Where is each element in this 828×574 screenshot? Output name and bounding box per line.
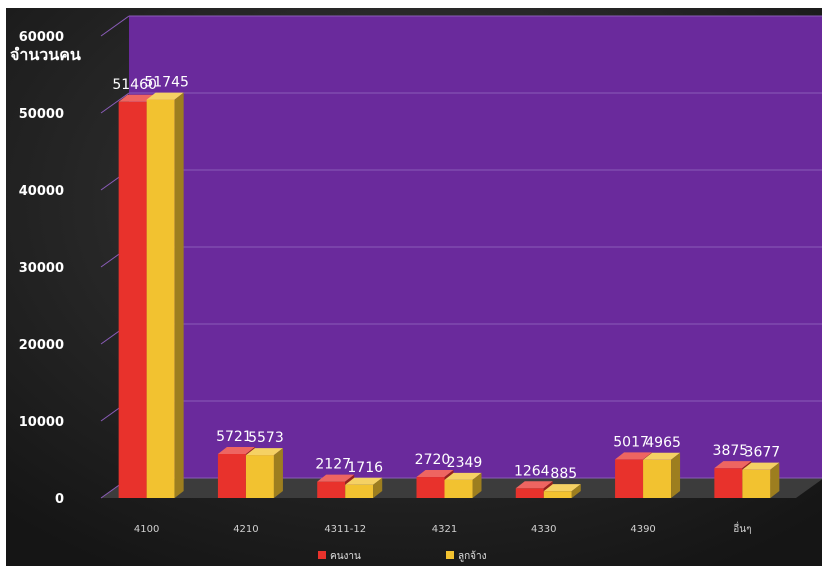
grid-lines [100,15,822,499]
x-tick-label: 4321 [432,524,457,535]
bar-employees [543,491,572,498]
bar-side [571,484,581,498]
y-tick-label: 50000 [19,107,64,122]
bar-workers [714,468,743,498]
y-tick-label: 0 [55,492,64,507]
data-label: 3677 [745,445,781,461]
grid-line-side [100,15,130,37]
bar-top [245,448,283,456]
bar-workers [317,481,346,498]
bar-side [770,462,780,498]
bar-top [643,452,681,460]
legend-label: คนงาน [330,551,361,562]
data-label: 51745 [144,75,189,91]
legend-swatch [318,551,326,559]
data-label: 1716 [347,460,383,476]
y-axis-title: จำนวนคน [10,45,81,64]
bar-side [373,477,383,498]
y-tick-label: 20000 [19,338,64,353]
data-label: 4965 [645,435,681,451]
bar-top [317,474,355,482]
bar-side [671,452,681,498]
legend-swatch [446,551,454,559]
bar-employees [146,99,175,498]
bar-top [714,461,752,469]
y-tick-label: 40000 [19,184,64,199]
legend: คนงาน ลูกจ้าง [318,550,487,562]
y-tick-label: 60000 [19,30,64,45]
data-label: 2127 [315,457,351,473]
bar-top [615,452,653,460]
data-label: 51460 [112,77,157,93]
bar-top [146,92,184,100]
data-label: 885 [550,466,577,482]
data-label: 5017 [613,434,649,450]
y-axis-ticks: 0 10000 20000 30000 40000 50000 60000 [19,30,64,507]
grid-line-side [100,92,130,114]
data-label: 1264 [514,463,550,479]
bar-top [515,481,553,489]
bar-workers [416,477,445,498]
bar-employees [444,479,473,498]
data-label: 5721 [216,429,252,445]
bar-workers [217,453,246,498]
bar-employees [643,459,672,498]
bar-employees [245,455,274,498]
bar-top [742,462,780,470]
data-label: 2720 [415,452,451,468]
bar-side [273,448,283,498]
bar-top [543,484,581,492]
bar-employees [345,484,374,498]
data-label: 3875 [713,443,749,459]
bar-top [416,470,454,478]
bar-side [472,472,482,498]
chart-frame: 0 10000 20000 30000 40000 50000 60000 51460 517… [6,8,822,566]
x-tick-label: 4210 [233,524,258,535]
y-tick-label: 30000 [19,261,64,276]
bar-top [217,446,255,454]
bar-workers [118,101,147,499]
x-axis-ticks: 4100 4210 4311-12 4321 4330 4390 อื่นๆ [134,521,752,535]
y-tick-label: 10000 [19,415,64,430]
data-label: 2349 [447,455,483,471]
x-tick-label: 4100 [134,524,159,535]
bar-side [174,92,184,498]
bar-chart: 0 10000 20000 30000 40000 50000 60000 51460517… [6,8,822,566]
x-tick-label: 4330 [531,524,556,535]
bar-employees [742,469,771,498]
bar-top [345,477,383,485]
bars [118,92,780,499]
x-tick-label: 4311-12 [324,524,366,535]
x-tick-label: อื่นๆ [733,521,751,535]
bar-workers [515,488,544,498]
data-label: 5573 [248,430,284,446]
bar-workers [615,459,644,498]
legend-label: ลูกจ้าง [458,550,487,562]
bar-top [444,472,482,480]
bar-top [118,94,156,102]
x-tick-label: 4390 [630,524,655,535]
